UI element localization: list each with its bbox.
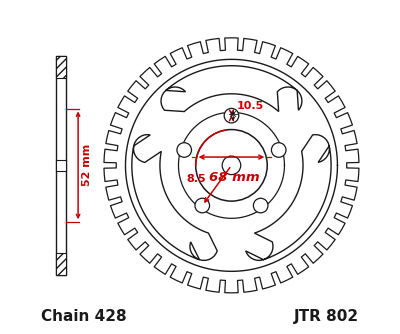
Polygon shape — [132, 135, 217, 261]
Circle shape — [272, 143, 286, 157]
Circle shape — [232, 113, 234, 115]
Text: Chain 428: Chain 428 — [41, 309, 127, 324]
Text: JTR 802: JTR 802 — [294, 309, 359, 324]
Circle shape — [195, 198, 210, 213]
Circle shape — [253, 198, 268, 213]
Text: 10.5: 10.5 — [236, 101, 264, 111]
Text: 52 mm: 52 mm — [82, 144, 92, 186]
Circle shape — [196, 130, 267, 201]
Circle shape — [177, 143, 192, 157]
Bar — [56, 56, 66, 275]
Text: 8.5: 8.5 — [187, 174, 206, 184]
Polygon shape — [104, 38, 359, 293]
Bar — [56, 253, 66, 275]
Bar — [56, 56, 66, 78]
Circle shape — [222, 156, 241, 175]
Text: 68 mm: 68 mm — [210, 171, 260, 184]
Polygon shape — [246, 135, 331, 261]
Polygon shape — [161, 66, 302, 112]
Circle shape — [224, 108, 239, 123]
Bar — [56, 160, 66, 171]
